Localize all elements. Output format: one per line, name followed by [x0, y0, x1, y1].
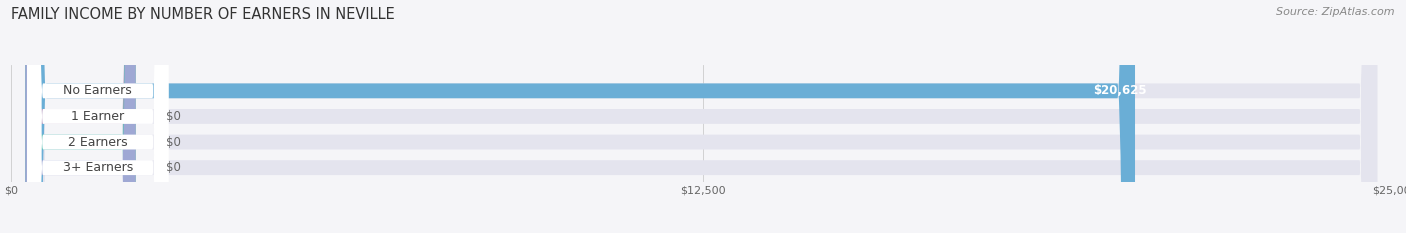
FancyBboxPatch shape: [25, 0, 135, 233]
Text: Source: ZipAtlas.com: Source: ZipAtlas.com: [1277, 7, 1395, 17]
FancyBboxPatch shape: [25, 0, 135, 233]
FancyBboxPatch shape: [30, 0, 1376, 233]
FancyBboxPatch shape: [30, 0, 1135, 233]
Text: 1 Earner: 1 Earner: [72, 110, 124, 123]
Text: $0: $0: [166, 110, 181, 123]
FancyBboxPatch shape: [30, 0, 1376, 233]
FancyBboxPatch shape: [27, 0, 169, 233]
Text: FAMILY INCOME BY NUMBER OF EARNERS IN NEVILLE: FAMILY INCOME BY NUMBER OF EARNERS IN NE…: [11, 7, 395, 22]
FancyBboxPatch shape: [30, 0, 1376, 233]
Text: $0: $0: [166, 161, 181, 174]
Text: 3+ Earners: 3+ Earners: [63, 161, 132, 174]
Text: $20,625: $20,625: [1094, 84, 1147, 97]
FancyBboxPatch shape: [30, 0, 1376, 233]
FancyBboxPatch shape: [27, 0, 169, 233]
FancyBboxPatch shape: [25, 0, 135, 233]
FancyBboxPatch shape: [27, 0, 169, 233]
Text: No Earners: No Earners: [63, 84, 132, 97]
FancyBboxPatch shape: [27, 0, 169, 233]
Text: $0: $0: [166, 136, 181, 149]
Text: 2 Earners: 2 Earners: [67, 136, 128, 149]
